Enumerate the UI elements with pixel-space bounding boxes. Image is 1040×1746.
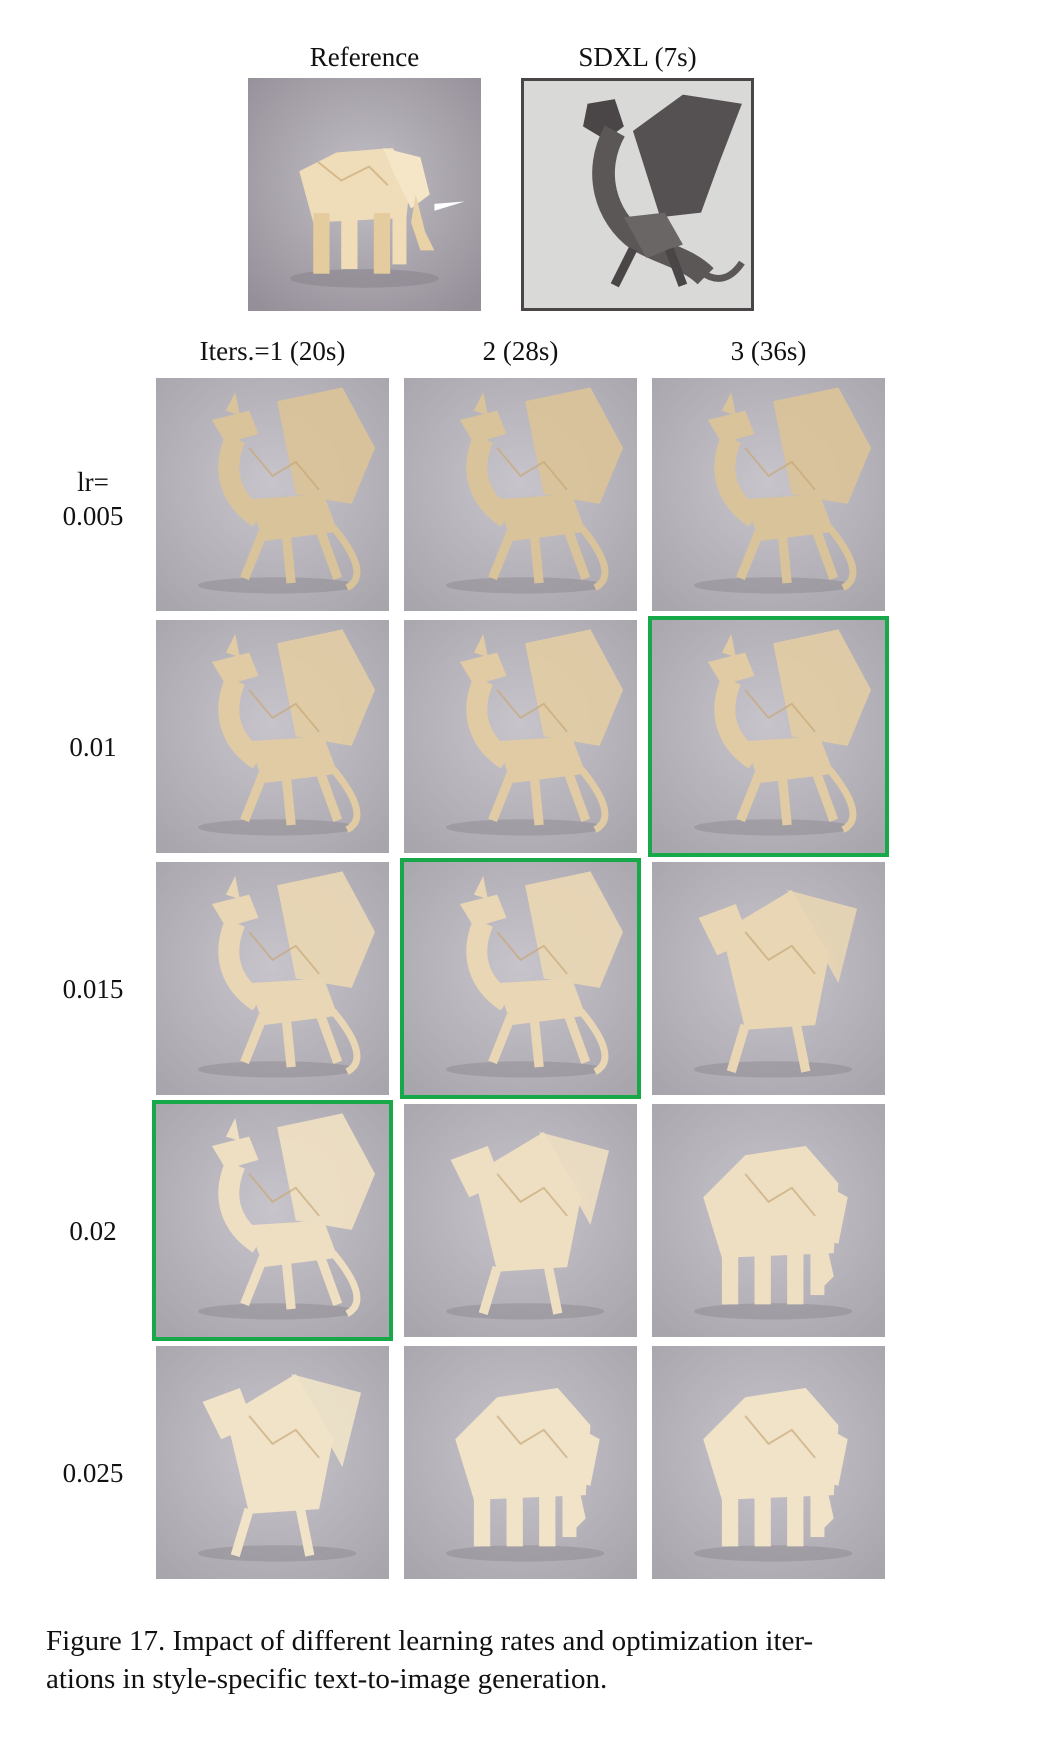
- caption-line-1: Figure 17. Impact of different learning …: [46, 1625, 814, 1657]
- column-header-iter1: Iters.=1 (20s): [199, 336, 346, 366]
- column-header-iter2: 2 (28s): [482, 336, 559, 366]
- row-label-value: 0.01: [69, 732, 117, 762]
- row-label-value: 0.02: [69, 1216, 117, 1246]
- column-header-iter3: 3 (36s): [730, 336, 807, 366]
- result-image-row5-col1: [156, 1346, 389, 1579]
- reference-image: [248, 78, 481, 311]
- row-label-lr-002: 0.02: [38, 1214, 148, 1248]
- caption-line-2: ations in style-specific text-to-image g…: [46, 1663, 608, 1695]
- selected-highlight-frame: [648, 616, 889, 857]
- reference-label: Reference: [309, 42, 420, 72]
- selected-highlight-frame: [400, 858, 641, 1099]
- figure-caption: Figure 17. Impact of different learning …: [46, 1622, 966, 1698]
- result-image-row3-col2: [404, 862, 637, 1095]
- result-image-row5-col3: [652, 1346, 885, 1579]
- result-image-row4-col1: [156, 1104, 389, 1337]
- sdxl-label: SDXL (7s): [578, 42, 697, 72]
- row-label-value: 0.005: [62, 501, 124, 531]
- row-label-value: 0.025: [62, 1458, 124, 1488]
- row-label-value: 0.015: [62, 974, 124, 1004]
- result-image-row1-col2: [404, 378, 637, 611]
- result-image-row5-col2: [404, 1346, 637, 1579]
- result-image-row4-col3: [652, 1104, 885, 1337]
- row-label-lr-0025: 0.025: [38, 1456, 148, 1490]
- result-image-row3-col1: [156, 862, 389, 1095]
- row-label-lr-0015: 0.015: [38, 972, 148, 1006]
- row-label-lr-0005: lr= 0.005: [38, 465, 148, 533]
- row-label-prefix: lr=: [77, 467, 109, 497]
- result-image-row2-col1: [156, 620, 389, 853]
- result-image-row1-col1: [156, 378, 389, 611]
- result-image-row1-col3: [652, 378, 885, 611]
- result-image-row2-col2: [404, 620, 637, 853]
- row-label-lr-001: 0.01: [38, 730, 148, 764]
- result-image-row4-col2: [404, 1104, 637, 1337]
- result-image-row3-col3: [652, 862, 885, 1095]
- result-image-row2-col3: [652, 620, 885, 853]
- sdxl-image: [521, 78, 754, 311]
- selected-highlight-frame: [152, 1100, 393, 1341]
